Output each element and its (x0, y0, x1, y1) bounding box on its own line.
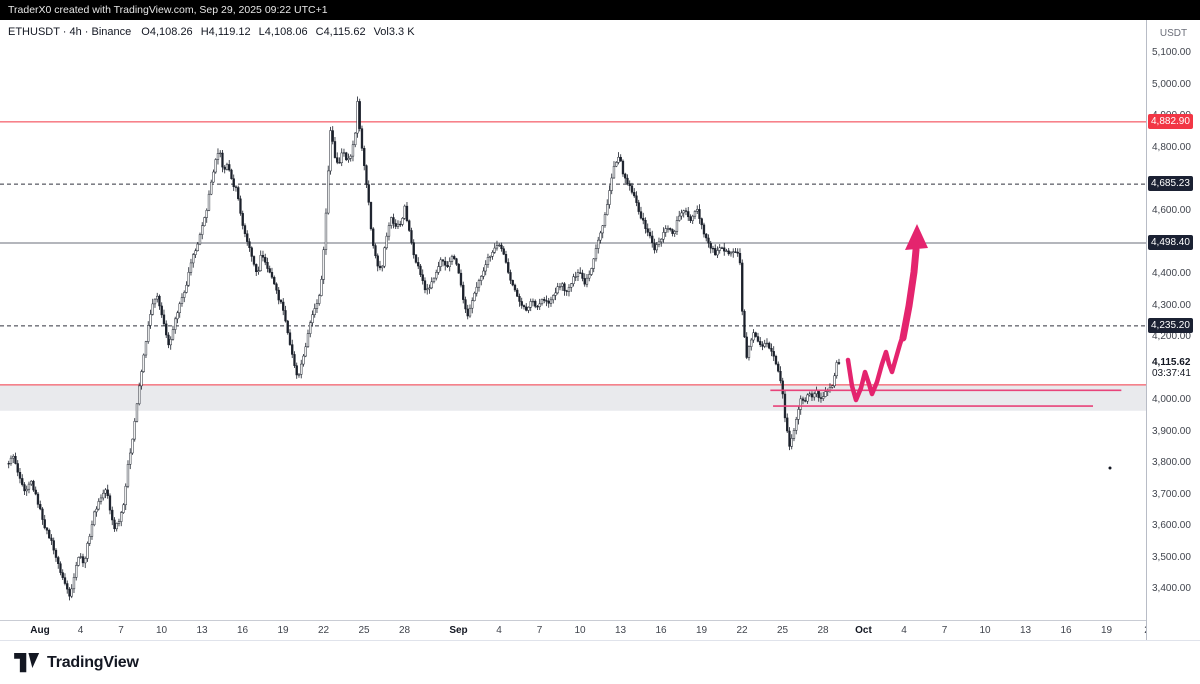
time-axis-tick: 13 (1019, 625, 1032, 636)
candles-layer[interactable] (7, 96, 841, 601)
ohlc-field: H4,119.12 (200, 26, 251, 38)
ohlc-field: L4,108.06 (258, 26, 308, 38)
price-axis-tick: 3,400.00 (1152, 583, 1191, 595)
price-axis-tick: 5,100.00 (1152, 47, 1191, 59)
price-axis-tick: 4,200.00 (1152, 331, 1191, 343)
price-axis-tick: 4,600.00 (1152, 204, 1191, 216)
time-axis-tick: 4 (77, 625, 84, 636)
time-axis-tick: 4 (496, 625, 502, 636)
price-level-label[interactable]: 4,685.23 (1148, 176, 1193, 192)
candlestick-plot[interactable] (0, 20, 1146, 620)
price-axis-tick: 4,400.00 (1152, 267, 1191, 279)
time-axis-tick: 13 (196, 625, 208, 636)
time-axis-tick: 19 (695, 625, 708, 636)
time-axis[interactable]: Aug 4 7 10 13 16 19 22 25 28 Sep 4 7 10 13 16 19 22 25 28 Oc… (0, 620, 1146, 640)
time-axis-tick: 10 (155, 625, 168, 636)
footer-bar: TradingView (0, 640, 1200, 684)
price-axis-tick: 3,600.00 (1152, 520, 1191, 532)
price-axis-tick: 3,700.00 (1152, 488, 1191, 500)
time-axis-tick: 7 (536, 625, 543, 636)
time-axis-tick: Sep (449, 625, 468, 636)
time-axis-tick: 2 (1127, 625, 1146, 636)
time-axis-tick: 7 (118, 625, 124, 636)
ohlc-field: O4,108.26 (141, 26, 193, 38)
price-axis-tick: 3,500.00 (1152, 551, 1191, 563)
chart-pane[interactable]: ETHUSDT · 4h · Binance O4,108.26 H4,119.1… (0, 20, 1200, 640)
price-axis-tick: 3,900.00 (1152, 425, 1191, 437)
drawn-trendlines-layer[interactable] (770, 389, 1122, 407)
price-axis-tick: 5,000.00 (1152, 78, 1191, 90)
price-level-label[interactable]: 4,498.40 (1148, 234, 1193, 250)
symbol-title[interactable]: ETHUSDT · 4h · Binance (8, 26, 132, 38)
price-level-label[interactable]: 4,882.90 (1148, 113, 1193, 129)
time-axis-tick: 13 (614, 625, 627, 636)
symbol-legend[interactable]: ETHUSDT · 4h · Binance O4,108.26 H4,119.1… (8, 26, 415, 38)
price-axis-unit: USDT (1159, 28, 1188, 39)
price-axis-tick: 4,000.00 (1152, 394, 1191, 406)
attribution-text: TraderX0 created with TradingView.com, S… (8, 4, 328, 16)
stray-drawing-dot (1108, 466, 1112, 470)
time-axis-tick: 16 (236, 625, 249, 636)
current-price-label: 4,115.62 (1152, 356, 1191, 368)
time-axis-tick: 16 (1060, 625, 1072, 636)
tradingview-wordmark: TradingView (47, 653, 139, 671)
price-levels-layer[interactable] (0, 121, 1146, 386)
time-axis-tick: 4 (901, 625, 907, 636)
time-axis-tick: 28 (398, 625, 411, 636)
time-axis-tick: 10 (574, 625, 586, 636)
time-axis-tick: 10 (979, 625, 991, 636)
time-axis-tick: Oct (855, 625, 872, 636)
time-axis-tick: 7 (941, 625, 948, 636)
ohlc-field: Vol3.3 K (373, 26, 415, 38)
tradingview-logo-link[interactable]: TradingView (14, 652, 139, 673)
ohlc-field: C4,115.62 (315, 26, 366, 38)
tradingview-logo-icon (14, 652, 40, 672)
support-zone-layer (0, 384, 1146, 411)
time-axis-tick: 19 (1100, 625, 1113, 636)
bar-close-countdown: 03:37:41 (1152, 367, 1191, 379)
time-axis-tick: 25 (776, 625, 789, 636)
price-axis[interactable]: USDT 4,115.62 03:37:41 5,100.00 5,000.00 4… (1146, 20, 1200, 640)
time-axis-tick: 25 (358, 625, 370, 636)
time-axis-tick: 28 (817, 625, 829, 636)
price-axis-tick: 3,800.00 (1152, 457, 1191, 469)
price-axis-tick: 4,800.00 (1152, 141, 1191, 153)
time-axis-tick: Aug (30, 625, 50, 636)
time-axis-tick: 22 (317, 625, 330, 636)
time-axis-tick: 22 (736, 625, 748, 636)
price-axis-tick: 4,300.00 (1152, 299, 1191, 311)
price-level-label[interactable]: 4,235.20 (1148, 317, 1193, 333)
time-axis-tick: 16 (655, 625, 667, 636)
time-axis-tick: 19 (277, 625, 289, 636)
ohlc-values: O4,108.26 H4,119.12 L4,108.06 C4,115.62 Vol3… (141, 26, 414, 38)
drawn-arrow[interactable] (845, 224, 1112, 470)
attribution-bar: TraderX0 created with TradingView.com, S… (0, 0, 1200, 20)
